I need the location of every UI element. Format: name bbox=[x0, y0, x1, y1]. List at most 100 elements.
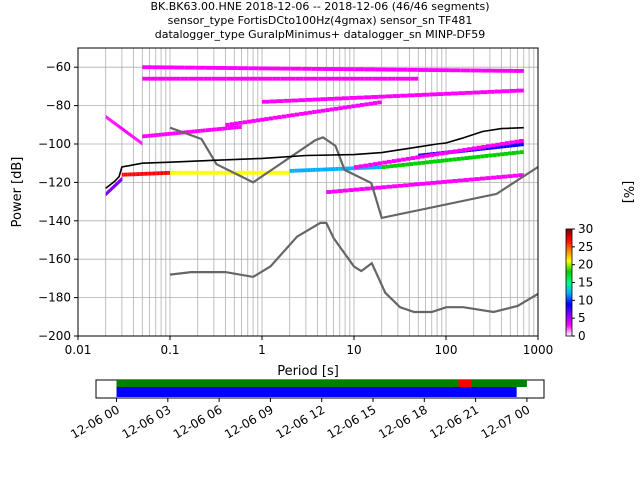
histogram-cell bbox=[480, 154, 485, 159]
histogram-cell bbox=[135, 172, 137, 177]
histogram-cell bbox=[516, 88, 524, 93]
histogram-cell bbox=[183, 170, 187, 175]
histogram-cell bbox=[481, 68, 492, 73]
y-tick-label: −140 bbox=[38, 214, 71, 228]
histogram-cell bbox=[382, 160, 388, 165]
histogram-cell bbox=[468, 155, 473, 160]
histogram-cell bbox=[173, 170, 177, 175]
histogram-cell bbox=[410, 76, 419, 81]
histogram-cell bbox=[307, 110, 313, 115]
histogram-cell bbox=[409, 162, 414, 166]
histogram-cell bbox=[131, 133, 133, 138]
histogram-cell bbox=[106, 115, 108, 120]
histogram-cell bbox=[121, 177, 123, 181]
histogram-cell bbox=[273, 115, 278, 120]
histogram-cell bbox=[139, 139, 141, 144]
histogram-cell bbox=[421, 92, 430, 97]
histogram-cell bbox=[222, 126, 226, 131]
histogram-cell bbox=[385, 164, 390, 169]
histogram-cell bbox=[371, 95, 379, 99]
histogram-cell bbox=[379, 76, 388, 81]
histogram-cell bbox=[238, 120, 243, 125]
title-line-network: BK.BK63.00.HNE 2018-12-06 -- 2018-12-06 … bbox=[150, 0, 490, 13]
histogram-cell bbox=[218, 76, 227, 81]
histogram-cell bbox=[127, 172, 129, 177]
x-axis-label: Period [s] bbox=[277, 364, 339, 379]
coverage-tick-label: 12-07 00 bbox=[479, 402, 533, 441]
histogram-cell bbox=[197, 129, 201, 133]
histogram-cell bbox=[118, 124, 120, 129]
histogram-cell bbox=[255, 118, 261, 123]
histogram-cell bbox=[195, 76, 204, 81]
histogram-cell bbox=[495, 142, 501, 147]
histogram-cell bbox=[386, 67, 397, 72]
histogram-cell bbox=[219, 126, 223, 131]
histogram-cell bbox=[355, 103, 360, 108]
histogram-cell bbox=[280, 66, 291, 71]
histogram-cell bbox=[194, 129, 198, 134]
histogram-cell bbox=[205, 65, 217, 70]
x-tick-label: 10 bbox=[346, 343, 361, 357]
histogram-cell bbox=[260, 117, 265, 122]
histogram-cell bbox=[253, 170, 257, 175]
histogram-cell bbox=[140, 172, 142, 176]
histogram-cell bbox=[167, 170, 169, 175]
histogram-cell bbox=[205, 128, 209, 133]
histogram-cell bbox=[202, 128, 206, 133]
mean-psd-line bbox=[105, 126, 524, 189]
histogram-cell bbox=[320, 167, 323, 172]
histogram-cell bbox=[219, 170, 224, 175]
histogram-cell bbox=[164, 171, 166, 175]
histogram-cell bbox=[512, 143, 515, 148]
coverage-tick-label: 12-06 15 bbox=[325, 402, 379, 441]
histogram-cell bbox=[283, 98, 292, 103]
histogram-cell bbox=[301, 66, 312, 71]
histogram-cell bbox=[280, 76, 288, 81]
histogram-cell bbox=[351, 104, 356, 109]
histogram-cell bbox=[273, 170, 277, 175]
histogram-cell bbox=[446, 179, 453, 184]
histogram-cell bbox=[269, 170, 274, 175]
histogram-cell bbox=[238, 125, 242, 129]
histogram-cell bbox=[269, 99, 277, 104]
histogram-cell bbox=[283, 170, 287, 175]
histogram-cell bbox=[325, 108, 330, 112]
histogram-cell bbox=[354, 165, 359, 169]
histogram-cell bbox=[316, 109, 321, 114]
coverage-data-bar bbox=[116, 387, 517, 397]
histogram-cell bbox=[449, 68, 461, 73]
histogram-cell bbox=[226, 76, 235, 81]
histogram-cell bbox=[216, 127, 220, 132]
histogram-cell bbox=[333, 167, 336, 171]
y-axis-label: Power [dB] bbox=[10, 157, 25, 228]
histogram-cell bbox=[152, 171, 154, 176]
histogram-cell bbox=[377, 100, 382, 105]
histogram-cell bbox=[311, 66, 323, 71]
y-tick-label: −120 bbox=[38, 175, 71, 189]
histogram-cell bbox=[520, 142, 524, 147]
histogram-cell bbox=[124, 128, 126, 133]
y-tick-label: −80 bbox=[46, 99, 71, 113]
histogram-cell bbox=[348, 188, 354, 192]
histogram-cell bbox=[179, 170, 184, 175]
histogram-cell bbox=[119, 125, 121, 130]
histogram-cell bbox=[325, 167, 329, 172]
histogram-cell bbox=[429, 160, 433, 164]
histogram-cell bbox=[144, 171, 146, 176]
histogram-cell bbox=[216, 170, 220, 175]
histogram-cell bbox=[136, 137, 138, 142]
histogram-cell bbox=[305, 97, 313, 102]
histogram-cell bbox=[463, 178, 469, 182]
histogram-cell bbox=[320, 108, 326, 113]
colorbar-tick-label: 20 bbox=[578, 258, 593, 272]
histogram-cell bbox=[470, 68, 482, 73]
histogram-cell bbox=[413, 161, 418, 166]
histogram-cell bbox=[501, 174, 508, 179]
histogram-cell bbox=[169, 131, 173, 136]
x-tick-label: 1000 bbox=[523, 343, 554, 357]
histogram-cell bbox=[329, 107, 334, 112]
histogram-cell bbox=[149, 171, 152, 176]
histogram-cell bbox=[502, 68, 514, 73]
histogram-cell bbox=[126, 130, 128, 134]
histogram-cell bbox=[137, 138, 139, 143]
